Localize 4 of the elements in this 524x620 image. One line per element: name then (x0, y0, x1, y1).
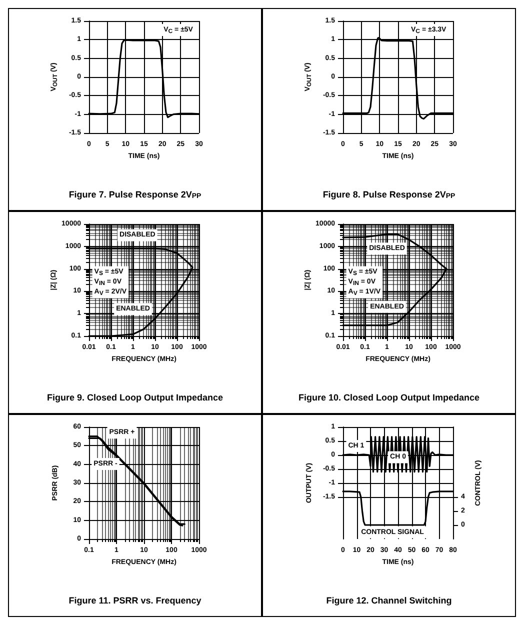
text: Figure 10. Closed Loop Output Impedance (298, 392, 480, 402)
text: Figure 12. Channel Switching (326, 596, 452, 606)
text: Figure 9. Closed Loop Output Impedance (46, 392, 224, 402)
text: Figure 11. PSRR vs. Frequency (68, 596, 202, 606)
